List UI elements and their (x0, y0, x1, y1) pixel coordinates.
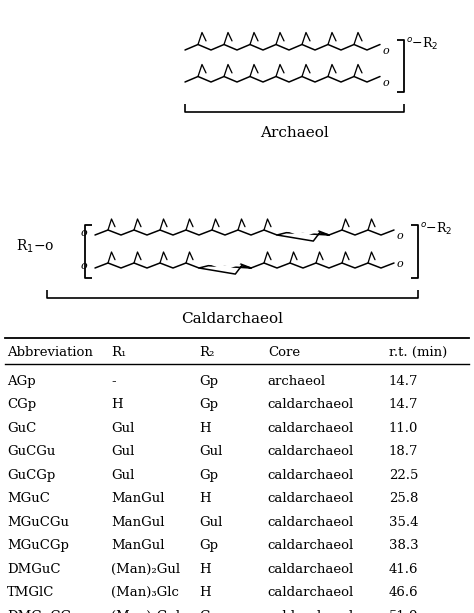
Text: H: H (199, 563, 211, 576)
Text: Caldarchaeol: Caldarchaeol (182, 312, 283, 326)
Text: TMGlC: TMGlC (7, 586, 55, 599)
Text: H: H (199, 492, 211, 505)
Text: $^{o}$−R$_2$: $^{o}$−R$_2$ (420, 221, 453, 237)
Text: Abbreviation: Abbreviation (7, 346, 93, 359)
Text: GuCGu: GuCGu (7, 445, 55, 458)
Text: caldarchaeol: caldarchaeol (268, 586, 354, 599)
Text: 41.6: 41.6 (389, 563, 418, 576)
Text: o: o (397, 231, 404, 241)
Text: 14.7: 14.7 (389, 398, 418, 411)
Text: 14.7: 14.7 (389, 375, 418, 387)
Text: $^{o}$−R$_2$: $^{o}$−R$_2$ (406, 36, 438, 52)
Text: R$_1$−o: R$_1$−o (16, 238, 54, 255)
Text: H: H (111, 398, 123, 411)
Text: R₂: R₂ (199, 346, 214, 359)
Text: Gul: Gul (199, 445, 222, 458)
Text: Gul: Gul (111, 422, 135, 435)
Text: caldarchaeol: caldarchaeol (268, 516, 354, 528)
Text: ManGul: ManGul (111, 516, 165, 528)
Text: R₁: R₁ (111, 346, 127, 359)
Text: MGuCGp: MGuCGp (7, 539, 69, 552)
Text: Gp: Gp (199, 539, 218, 552)
Text: -: - (111, 375, 116, 387)
Text: MGuC: MGuC (7, 492, 50, 505)
Text: 22.5: 22.5 (389, 468, 418, 482)
Text: 25.8: 25.8 (389, 492, 418, 505)
Text: AGp: AGp (7, 375, 36, 387)
Text: r.t. (min): r.t. (min) (389, 346, 447, 359)
Text: Gp: Gp (199, 609, 218, 613)
Text: 46.6: 46.6 (389, 586, 418, 599)
Text: H: H (199, 422, 211, 435)
Text: (Man)₂Gul: (Man)₂Gul (111, 609, 181, 613)
Text: o: o (81, 261, 87, 271)
Text: caldarchaeol: caldarchaeol (268, 609, 354, 613)
Text: o: o (383, 46, 390, 56)
Text: archaeol: archaeol (268, 375, 326, 387)
Text: DMGuCGp: DMGuCGp (7, 609, 80, 613)
Text: 35.4: 35.4 (389, 516, 418, 528)
Text: Gp: Gp (199, 398, 218, 411)
Text: caldarchaeol: caldarchaeol (268, 422, 354, 435)
Text: H: H (199, 586, 211, 599)
Text: 51.9: 51.9 (389, 609, 418, 613)
Text: 18.7: 18.7 (389, 445, 418, 458)
Text: caldarchaeol: caldarchaeol (268, 539, 354, 552)
Text: o: o (397, 259, 404, 269)
Text: Archaeol: Archaeol (260, 126, 329, 140)
Text: Gul: Gul (111, 468, 135, 482)
Text: GuC: GuC (7, 422, 36, 435)
Text: Gp: Gp (199, 375, 218, 387)
Text: ManGul: ManGul (111, 539, 165, 552)
Text: caldarchaeol: caldarchaeol (268, 563, 354, 576)
Text: caldarchaeol: caldarchaeol (268, 445, 354, 458)
Text: caldarchaeol: caldarchaeol (268, 468, 354, 482)
Text: 38.3: 38.3 (389, 539, 418, 552)
Text: Gul: Gul (199, 516, 222, 528)
Text: CGp: CGp (7, 398, 36, 411)
Text: o: o (81, 228, 87, 238)
Text: Gp: Gp (199, 468, 218, 482)
Text: Core: Core (268, 346, 300, 359)
Text: o: o (383, 78, 390, 88)
Text: 11.0: 11.0 (389, 422, 418, 435)
Text: MGuCGu: MGuCGu (7, 516, 69, 528)
Text: DMGuC: DMGuC (7, 563, 61, 576)
Text: Gul: Gul (111, 445, 135, 458)
Text: caldarchaeol: caldarchaeol (268, 398, 354, 411)
Text: GuCGp: GuCGp (7, 468, 55, 482)
Text: (Man)₃Glc: (Man)₃Glc (111, 586, 179, 599)
Text: caldarchaeol: caldarchaeol (268, 492, 354, 505)
Text: (Man)₂Gul: (Man)₂Gul (111, 563, 181, 576)
Text: ManGul: ManGul (111, 492, 165, 505)
